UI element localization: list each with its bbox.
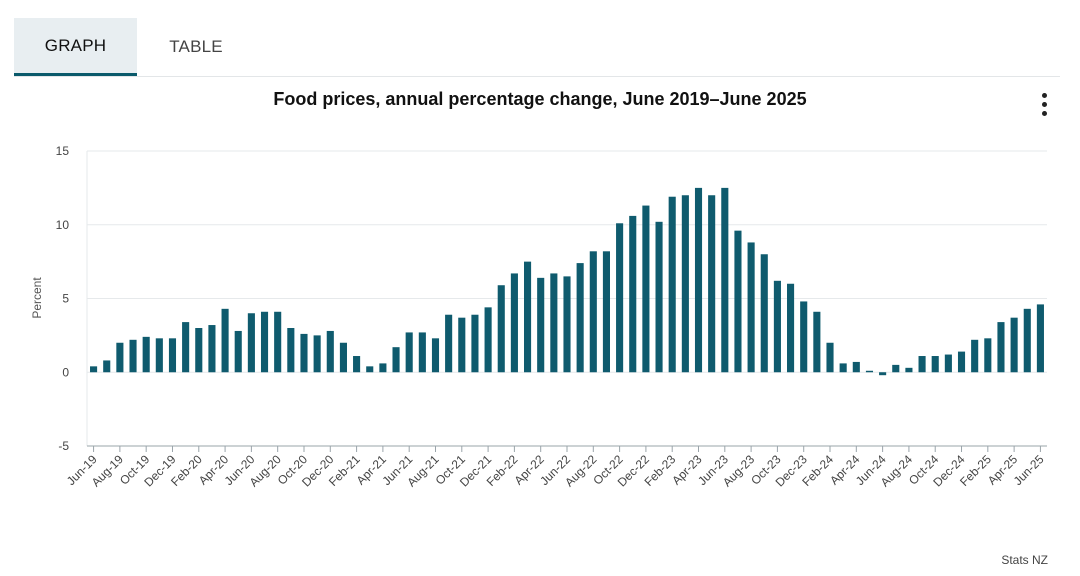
- bar-Aug-23[interactable]: [747, 242, 755, 373]
- bar-Jan-22[interactable]: [497, 285, 505, 373]
- bar-Nov-20[interactable]: [313, 335, 321, 373]
- bar-Jun-21[interactable]: [405, 332, 413, 373]
- bar-Apr-24[interactable]: [852, 361, 860, 373]
- vertical-ellipsis-icon[interactable]: [1034, 92, 1056, 118]
- bar-Mar-22[interactable]: [524, 261, 532, 373]
- tab-table[interactable]: TABLE: [169, 37, 223, 56]
- bar-Apr-25[interactable]: [1010, 317, 1018, 373]
- bar-Mar-24[interactable]: [839, 363, 847, 373]
- bar-May-24[interactable]: [865, 370, 874, 373]
- bar-Oct-19[interactable]: [142, 336, 150, 373]
- bar-Feb-25[interactable]: [984, 338, 992, 373]
- bar-Jul-19[interactable]: [103, 360, 111, 373]
- bar-Jan-21[interactable]: [339, 342, 347, 373]
- bar-Apr-23[interactable]: [694, 187, 703, 373]
- bar-Aug-19[interactable]: [116, 342, 124, 373]
- bar-Nov-24[interactable]: [944, 354, 952, 373]
- bar-Jan-24[interactable]: [813, 311, 821, 373]
- bar-Jul-24[interactable]: [892, 364, 900, 373]
- bar-Jun-24[interactable]: [879, 372, 887, 376]
- bar-Dec-19[interactable]: [168, 338, 177, 373]
- x-tick-label: Jun-25: [1011, 452, 1047, 488]
- bar-Dec-20[interactable]: [326, 330, 334, 373]
- bar-Jun-20[interactable]: [247, 313, 255, 373]
- bar-Aug-21[interactable]: [431, 338, 440, 373]
- bar-Mar-23[interactable]: [681, 195, 689, 373]
- bar-Sep-21[interactable]: [445, 314, 453, 373]
- bar-Jul-23[interactable]: [734, 230, 742, 373]
- bar-Apr-21[interactable]: [379, 363, 387, 373]
- bar-Oct-23[interactable]: [773, 280, 781, 373]
- bar-Jan-23[interactable]: [655, 221, 663, 373]
- bar-Dec-24[interactable]: [957, 351, 966, 373]
- bar-Apr-20[interactable]: [221, 308, 229, 373]
- bar-Jan-25[interactable]: [971, 339, 979, 373]
- bar-Mar-21[interactable]: [366, 366, 374, 373]
- bar-Oct-22[interactable]: [616, 223, 624, 373]
- bar-Sep-20[interactable]: [287, 328, 295, 373]
- bar-Sep-22[interactable]: [602, 251, 610, 373]
- bar-Jul-20[interactable]: [260, 311, 269, 373]
- bar-Feb-22[interactable]: [510, 273, 518, 373]
- bar-May-22[interactable]: [550, 273, 558, 373]
- y-axis-label: Percent: [30, 277, 44, 319]
- bar-Dec-23[interactable]: [800, 301, 808, 373]
- bar-Apr-22[interactable]: [537, 277, 545, 373]
- bar-Mar-25[interactable]: [997, 322, 1005, 373]
- bar-Aug-20[interactable]: [274, 311, 282, 373]
- bar-May-20[interactable]: [234, 330, 242, 373]
- bar-Jun-19[interactable]: [90, 366, 98, 373]
- y-tick-label: 0: [62, 365, 69, 379]
- bar-Jun-23[interactable]: [721, 187, 729, 373]
- bar-Jan-20[interactable]: [182, 322, 190, 373]
- x-axis: Jun-19Aug-19Oct-19Dec-19Feb-20Apr-20Jun-…: [64, 445, 1047, 489]
- bar-May-21[interactable]: [392, 347, 400, 373]
- bar-Aug-24[interactable]: [905, 367, 913, 373]
- bar-Nov-19[interactable]: [155, 338, 163, 373]
- chart-title: Food prices, annual percentage change, J…: [273, 89, 807, 109]
- y-axis: -5 0 5 10 15: [56, 144, 70, 453]
- tab-graph[interactable]: GRAPH: [14, 18, 137, 76]
- bar-Nov-21[interactable]: [471, 314, 479, 373]
- view-tabs: GRAPH TABLE: [14, 18, 255, 76]
- bar-Feb-23[interactable]: [668, 196, 676, 373]
- bar-Nov-22[interactable]: [629, 215, 637, 373]
- bars: [90, 187, 1044, 376]
- bar-Sep-19[interactable]: [129, 339, 137, 373]
- y-tick-label: 15: [56, 144, 70, 158]
- bar-Aug-22[interactable]: [589, 251, 597, 373]
- bar-Oct-24[interactable]: [931, 356, 939, 373]
- bar-Jul-21[interactable]: [418, 332, 426, 373]
- bar-Jun-22[interactable]: [563, 276, 571, 373]
- tabs-divider: [14, 76, 1060, 77]
- bar-May-25[interactable]: [1023, 308, 1031, 373]
- y-tick-label: 10: [56, 218, 70, 232]
- bar-Dec-22[interactable]: [642, 205, 650, 373]
- bar-Jul-22[interactable]: [576, 263, 584, 373]
- bar-Feb-21[interactable]: [353, 356, 361, 373]
- bar-Nov-23[interactable]: [787, 283, 795, 373]
- bar-Sep-23[interactable]: [760, 254, 768, 373]
- bar-Sep-24[interactable]: [918, 356, 926, 373]
- bar-Oct-20[interactable]: [300, 333, 308, 373]
- bar-Jun-25[interactable]: [1036, 304, 1044, 373]
- source-credit: Stats NZ: [1001, 553, 1048, 567]
- bar-May-23[interactable]: [708, 195, 716, 373]
- bar-Oct-21[interactable]: [458, 317, 466, 373]
- bar-Feb-24[interactable]: [826, 342, 834, 373]
- y-tick-label: 5: [62, 292, 69, 306]
- bar-Feb-20[interactable]: [195, 328, 203, 373]
- y-tick-label: -5: [58, 439, 69, 453]
- bar-Dec-21[interactable]: [484, 307, 492, 373]
- bar-Mar-20[interactable]: [208, 325, 216, 373]
